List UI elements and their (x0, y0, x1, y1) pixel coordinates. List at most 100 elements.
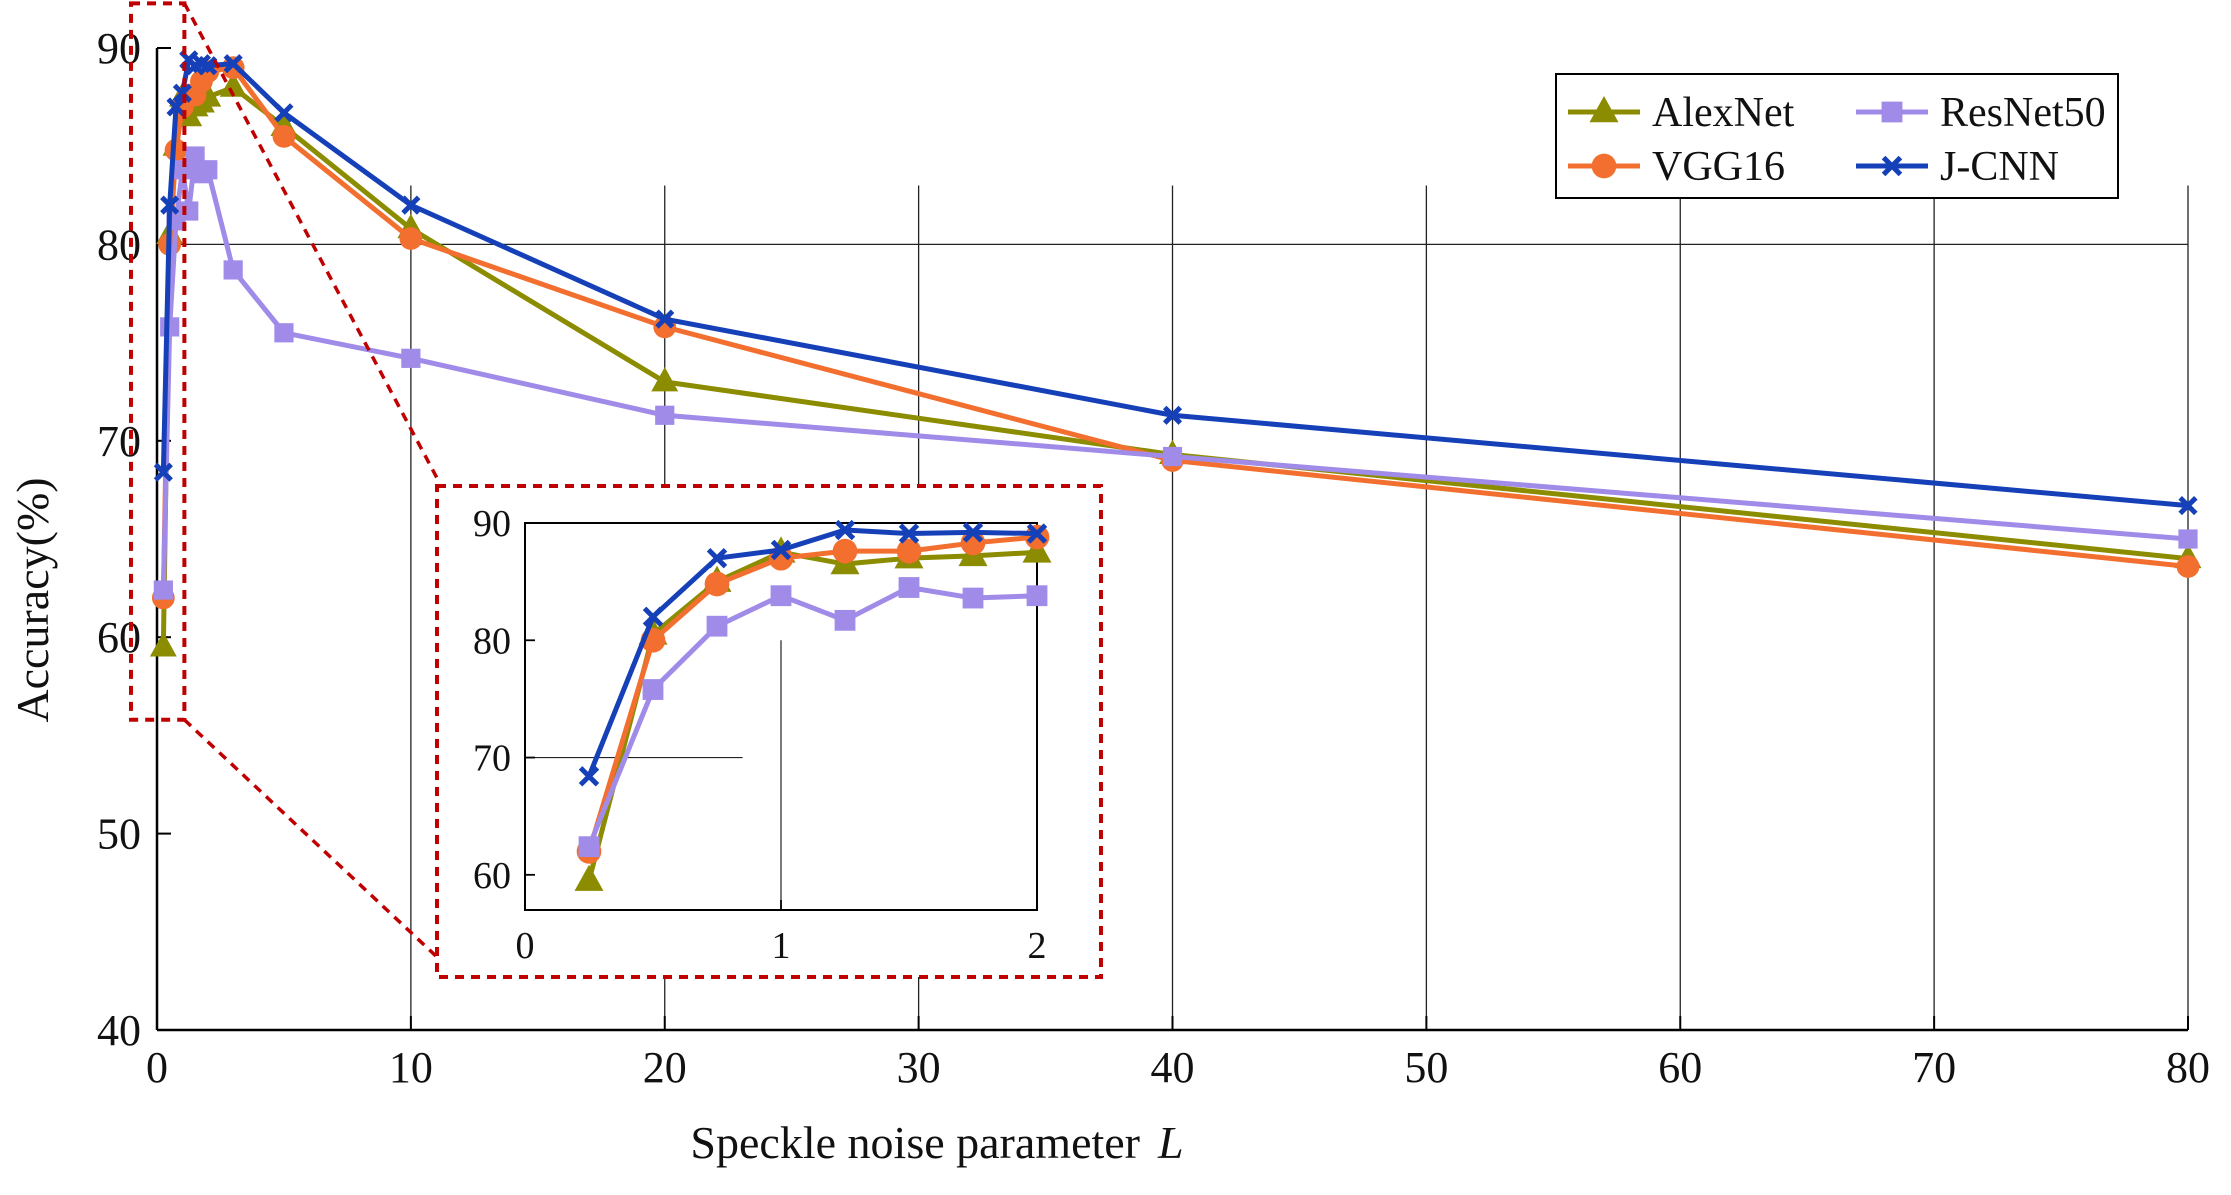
inset-data-point (962, 522, 984, 543)
x-tick-label: 30 (897, 1043, 941, 1092)
data-point (223, 54, 243, 74)
data-point (401, 348, 421, 368)
inset-data-point (574, 864, 604, 891)
data-point (198, 56, 218, 76)
legend-swatch-marker (1881, 155, 1903, 177)
axis-labels: Accuracy(%) Speckle noise parameter L (7, 477, 1184, 1168)
data-point (655, 405, 675, 425)
inset-data-point (898, 577, 920, 598)
data-point (223, 260, 243, 280)
legend-entry: J-CNN (1856, 144, 2059, 190)
data-point (651, 367, 679, 392)
inset-data-point (770, 585, 792, 607)
inset-x-tick-label: 2 (1028, 925, 1047, 967)
data-point (2178, 496, 2198, 516)
inset-data-point (578, 836, 600, 858)
main-series (149, 50, 2202, 657)
legend-box (1555, 73, 2119, 199)
legend-label: J-CNN (1940, 144, 2059, 190)
x-tick-label: 10 (389, 1043, 433, 1092)
inset-x-tick-label: 0 (516, 925, 535, 967)
y-axis-label: Accuracy(%) (7, 477, 58, 722)
data-point (272, 124, 296, 148)
data-point (274, 103, 294, 123)
x-tick-label: 0 (146, 1043, 168, 1092)
data-point (401, 195, 421, 215)
legend-swatch-marker (1591, 153, 1617, 179)
inset-zoom: 0 1 2 60 70 80 90 (435, 484, 1103, 979)
data-point (2176, 555, 2200, 578)
inset-data-point (704, 571, 730, 597)
inset-y-tick-label: 80 (473, 620, 511, 662)
data-point (172, 83, 192, 103)
x-axis-label: Speckle noise parameter (690, 1117, 1140, 1168)
y-tick-label: 80 (97, 220, 141, 269)
inset-data-point (642, 679, 664, 700)
inset-series-line (586, 585, 1038, 848)
legend: AlexNet ResNet50 VGG16 J-CNN (1555, 73, 2119, 199)
x-tick-label: 80 (2166, 1043, 2210, 1092)
data-point (153, 462, 173, 482)
inset-data-point (896, 538, 922, 564)
inset-y-tick-label: 70 (473, 738, 511, 780)
inset-series-resnet50 (578, 577, 1048, 858)
data-point (164, 138, 188, 162)
x-tick-label: 50 (1404, 1043, 1448, 1092)
y-tick-label: 90 (97, 24, 141, 73)
legend-swatch-marker (1589, 96, 1619, 123)
zoom-guides (129, 1, 439, 959)
y-tick-label: 40 (97, 1006, 141, 1055)
inset-data-point (642, 606, 664, 628)
inset-y-tick-label: 60 (473, 855, 511, 897)
data-point (221, 56, 245, 80)
legend-label: AlexNet (1652, 90, 1795, 136)
x-tick-label: 70 (1912, 1043, 1956, 1092)
legend-label: ResNet50 (1940, 90, 2106, 136)
legend-entry: AlexNet (1568, 90, 1795, 136)
x-tick-label: 40 (1151, 1043, 1195, 1092)
data-point (160, 317, 180, 337)
legend-entry: VGG16 (1568, 144, 1785, 190)
inset-data-point (1022, 536, 1052, 563)
x-axis-label-variable: L (1157, 1117, 1184, 1168)
inset-series-line (586, 549, 1038, 882)
data-point (274, 323, 294, 343)
data-point (166, 97, 186, 117)
inset-data-point (832, 538, 858, 564)
data-point (1162, 446, 1183, 467)
zoom-connector (183, 718, 439, 959)
x-tick-label: 20 (643, 1043, 687, 1092)
legend-swatch-marker (1881, 101, 1903, 123)
inset-data-point (1026, 523, 1048, 544)
data-point (1162, 405, 1183, 425)
data-point (153, 580, 173, 600)
inset-x-tick-label: 1 (772, 925, 791, 967)
y-tick-label: 50 (97, 810, 141, 859)
inset-data-point (1026, 585, 1048, 607)
inset-data-point (962, 587, 984, 609)
data-point (655, 309, 675, 329)
y-tick-label: 60 (97, 613, 141, 662)
legend-entry: ResNet50 (1856, 90, 2106, 136)
series-j-cnn (153, 50, 2198, 516)
inset-series-j-cnn (578, 519, 1048, 787)
data-point (198, 160, 218, 180)
legend-label: VGG16 (1652, 144, 1785, 190)
y-tick-label: 70 (97, 417, 141, 466)
zoom-connector (182, 2, 439, 479)
inset-data-point (834, 609, 856, 631)
inset-data-point (578, 766, 600, 787)
data-point (399, 227, 423, 250)
x-tick-label: 60 (1658, 1043, 1702, 1092)
inset-data-point (706, 615, 728, 637)
series-vgg16 (151, 56, 2200, 610)
data-point (179, 201, 199, 221)
data-point (2178, 529, 2198, 549)
inset-data-point (898, 523, 920, 544)
inset-data-point (770, 539, 792, 561)
inset-y-tick-label: 90 (473, 503, 511, 545)
inset-series-line (586, 527, 1038, 778)
data-point (149, 632, 177, 657)
